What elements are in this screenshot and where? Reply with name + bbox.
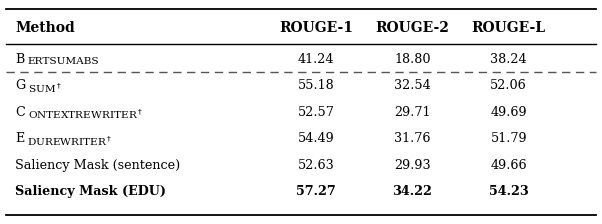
Text: C: C [15,106,25,119]
Text: 52.63: 52.63 [297,159,335,172]
Text: ERTSUMABS: ERTSUMABS [27,57,99,66]
Text: ONTEXTREWRITER$^\dagger$: ONTEXTREWRITER$^\dagger$ [28,108,143,121]
Text: 31.76: 31.76 [394,132,430,145]
Text: 54.49: 54.49 [297,132,335,145]
Text: 41.24: 41.24 [298,53,334,66]
Text: Method: Method [15,21,75,35]
Text: 29.71: 29.71 [394,106,430,119]
Text: 49.66: 49.66 [491,159,527,172]
Text: ROUGE-L: ROUGE-L [472,21,545,35]
Text: 18.80: 18.80 [394,53,430,66]
Text: Saliency Mask (EDU): Saliency Mask (EDU) [15,185,166,198]
Text: E: E [15,132,24,145]
Text: 34.22: 34.22 [393,185,432,198]
Text: Saliency Mask (sentence): Saliency Mask (sentence) [15,159,181,172]
Text: 54.23: 54.23 [489,185,529,198]
Text: 52.57: 52.57 [297,106,335,119]
Text: 55.18: 55.18 [297,79,335,92]
Text: SUM$^\dagger$: SUM$^\dagger$ [28,81,62,95]
Text: G: G [15,79,25,92]
Text: 51.79: 51.79 [491,132,527,145]
Text: 29.93: 29.93 [394,159,430,172]
Text: 52.06: 52.06 [490,79,527,92]
Text: ROUGE-2: ROUGE-2 [376,21,449,35]
Text: B: B [15,53,24,66]
Text: 57.27: 57.27 [296,185,336,198]
Text: DUREWRITER$^\dagger$: DUREWRITER$^\dagger$ [27,134,113,148]
Text: 38.24: 38.24 [491,53,527,66]
Text: 32.54: 32.54 [394,79,431,92]
Text: 49.69: 49.69 [491,106,527,119]
Text: ROUGE-1: ROUGE-1 [279,21,353,35]
